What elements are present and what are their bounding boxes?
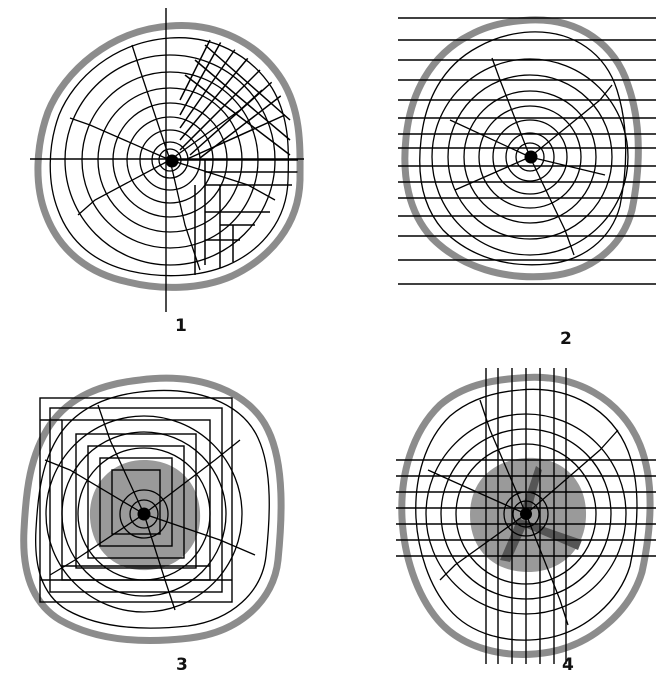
center-axes <box>30 8 304 312</box>
growth-rings <box>419 31 629 266</box>
log-diagram-2 <box>398 16 656 285</box>
quarter-cut-lines <box>172 39 298 275</box>
log-diagram-3 <box>20 374 285 645</box>
bark-ring <box>34 21 304 291</box>
panel-label-3: 3 <box>176 655 188 675</box>
inner-rings <box>119 489 169 539</box>
panel-label-4: 4 <box>562 655 574 675</box>
panel-label-1: 1 <box>175 316 187 336</box>
rays <box>449 57 613 256</box>
panel-label-2: 2 <box>560 329 572 349</box>
bark-ring <box>398 373 654 658</box>
parallel-cut-lines <box>398 17 656 285</box>
log-diagram-4 <box>396 368 656 664</box>
log-diagram-1 <box>30 8 304 312</box>
bark-ring <box>401 16 642 281</box>
rays <box>44 404 256 611</box>
nested-square-cuts <box>39 397 233 603</box>
grid-cut-lines <box>396 368 656 664</box>
